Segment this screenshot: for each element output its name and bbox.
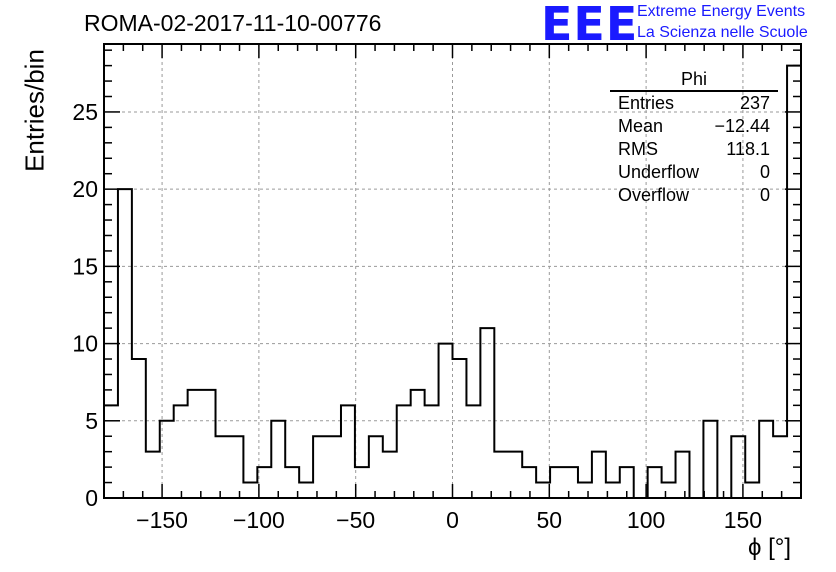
histogram-bar	[132, 359, 146, 498]
stats-box: Phi Entries 237 Mean −12.44 RMS 118.1 Un…	[610, 68, 778, 207]
histogram-bar	[676, 452, 690, 498]
stats-mean-row: Mean −12.44	[610, 115, 778, 138]
histogram-bar	[146, 452, 160, 498]
histogram-bar	[550, 467, 564, 498]
stats-underflow-label: Underflow	[618, 162, 700, 182]
x-tick-label: 0	[446, 507, 459, 533]
histogram-bar	[229, 436, 243, 498]
histogram-bar	[466, 405, 480, 498]
x-tick-label: −150	[136, 507, 188, 533]
stats-name: Phi	[610, 68, 778, 92]
logo-line-1: Extreme Energy Events	[637, 3, 806, 20]
stats-rms-row: RMS 118.1	[610, 138, 778, 161]
histogram-bar	[425, 405, 439, 498]
histogram-bar	[188, 390, 202, 498]
histogram-bar	[341, 405, 355, 498]
stats-entries-value: 237	[739, 93, 770, 113]
stats-rms-label: RMS	[618, 139, 658, 159]
histogram-bar	[202, 390, 216, 498]
x-tick-label: 150	[724, 507, 762, 533]
eee-logo: EEE	[541, 0, 639, 51]
x-axis-label: ϕ [°]	[748, 534, 792, 561]
stats-overflow-value: 0	[759, 185, 770, 205]
histogram-bar	[536, 483, 550, 498]
histogram-bar	[662, 483, 676, 498]
histogram-bar	[453, 359, 467, 498]
histogram-bar	[355, 467, 369, 498]
histogram-bar	[703, 421, 717, 498]
histogram-bar	[313, 436, 327, 498]
x-tick-label: 50	[537, 507, 563, 533]
stats-entries-label: Entries	[618, 93, 675, 113]
y-tick-label: 25	[72, 99, 98, 125]
histogram-bar	[411, 390, 425, 498]
histogram-bar	[759, 421, 773, 498]
stats-mean-value: −12.44	[714, 116, 770, 136]
histogram-bar	[494, 452, 508, 498]
histogram-bar	[369, 436, 383, 498]
y-axis-label: Entries/bin	[19, 49, 50, 172]
chart-title: ROMA-02-2017-11-10-00776	[84, 10, 382, 36]
histogram-bar	[773, 436, 787, 498]
histogram-bar	[271, 421, 285, 498]
histogram-bar	[327, 436, 341, 498]
stats-mean-label: Mean	[618, 116, 664, 136]
histogram-bar	[174, 405, 188, 498]
histogram-bar	[397, 405, 411, 498]
stats-entries-row: Entries 237	[610, 92, 778, 115]
histogram-bar	[216, 436, 230, 498]
y-tick-label: 0	[85, 485, 98, 511]
stats-underflow-row: Underflow 0	[610, 161, 778, 184]
histogram-bar	[299, 483, 313, 498]
logo-line-2: La Scienza nelle Scuole	[637, 24, 808, 41]
y-tick-label: 10	[72, 331, 98, 357]
x-tick-label: 100	[627, 507, 665, 533]
histogram-bar	[648, 467, 662, 498]
stats-underflow-value: 0	[759, 162, 770, 182]
stats-overflow-row: Overflow 0	[610, 184, 778, 207]
histogram-bar	[578, 483, 592, 498]
histogram-bar	[745, 483, 759, 498]
histogram-bar	[592, 452, 606, 498]
histogram-bar	[564, 467, 578, 498]
y-tick-label: 15	[72, 253, 98, 279]
histogram-bar	[243, 483, 257, 498]
histogram-bar	[522, 467, 536, 498]
stats-rms-value: 118.1	[726, 139, 770, 159]
x-tick-label: −100	[233, 507, 285, 533]
y-tick-label: 20	[72, 176, 98, 202]
y-tick-label: 5	[85, 408, 98, 434]
histogram-bar	[480, 328, 494, 498]
stats-overflow-label: Overflow	[618, 185, 690, 205]
x-tick-label: −50	[336, 507, 375, 533]
